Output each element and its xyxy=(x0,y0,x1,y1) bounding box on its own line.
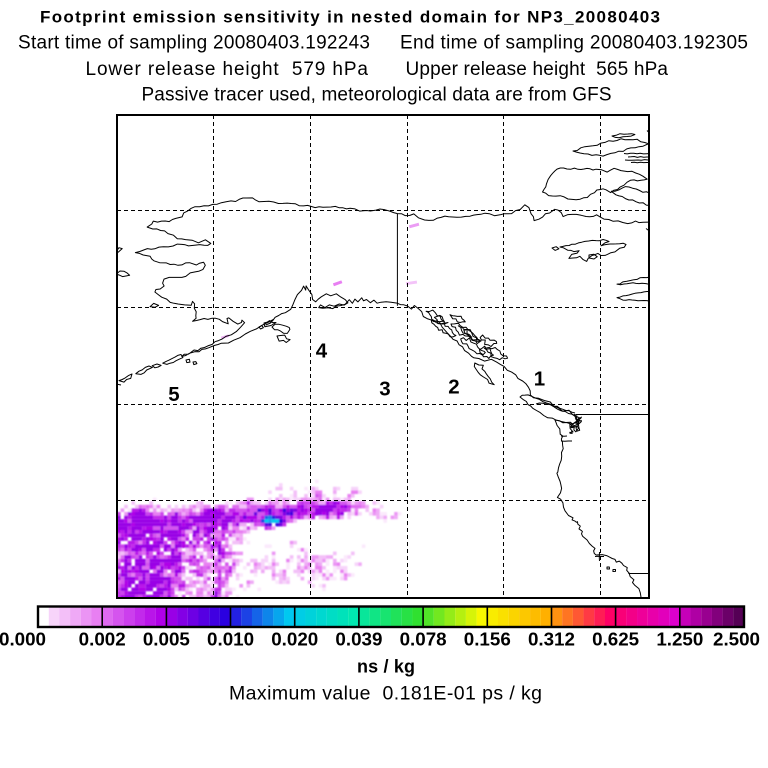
svg-text:0.156: 0.156 xyxy=(464,629,511,650)
svg-text:ns / kg: ns / kg xyxy=(357,657,415,677)
svg-text:Lower release height 579 hPa: Lower release height 579 hPa xyxy=(86,59,369,80)
svg-text:Passive tracer used, meteorolo: Passive tracer used, meteorological data… xyxy=(142,85,612,106)
svg-text:0.000: 0.000 xyxy=(0,629,46,650)
svg-text:0.039: 0.039 xyxy=(335,629,382,650)
svg-text:0.020: 0.020 xyxy=(271,629,318,650)
svg-text:Maximum value 0.181E-01 ps /: Maximum value 0.181E-01 ps / kg xyxy=(229,683,542,705)
svg-text:0.625: 0.625 xyxy=(592,629,639,650)
svg-text:2: 2 xyxy=(448,376,459,399)
svg-text:Upper release height 565 hPa: Upper release height 565 hPa xyxy=(406,59,669,80)
svg-text:2.500: 2.500 xyxy=(713,629,760,650)
svg-text:1: 1 xyxy=(534,368,545,391)
svg-text:4: 4 xyxy=(316,340,328,363)
svg-text:End time of sampling 20080403.: End time of sampling 20080403.192305 xyxy=(400,33,748,54)
svg-text:Footprint emission sensitivity: Footprint emission sensitivity in nested… xyxy=(40,8,660,27)
svg-text:0.078: 0.078 xyxy=(400,629,447,650)
svg-text:5: 5 xyxy=(168,383,179,406)
svg-text:1.250: 1.250 xyxy=(656,629,703,650)
svg-text:3: 3 xyxy=(379,378,390,401)
svg-text:0.002: 0.002 xyxy=(79,629,126,650)
svg-text:0.312: 0.312 xyxy=(528,629,575,650)
svg-text:0.010: 0.010 xyxy=(207,629,254,650)
svg-text:0.005: 0.005 xyxy=(143,629,190,650)
svg-text:Start time of sampling 2008040: Start time of sampling 20080403.192243 xyxy=(18,33,370,54)
